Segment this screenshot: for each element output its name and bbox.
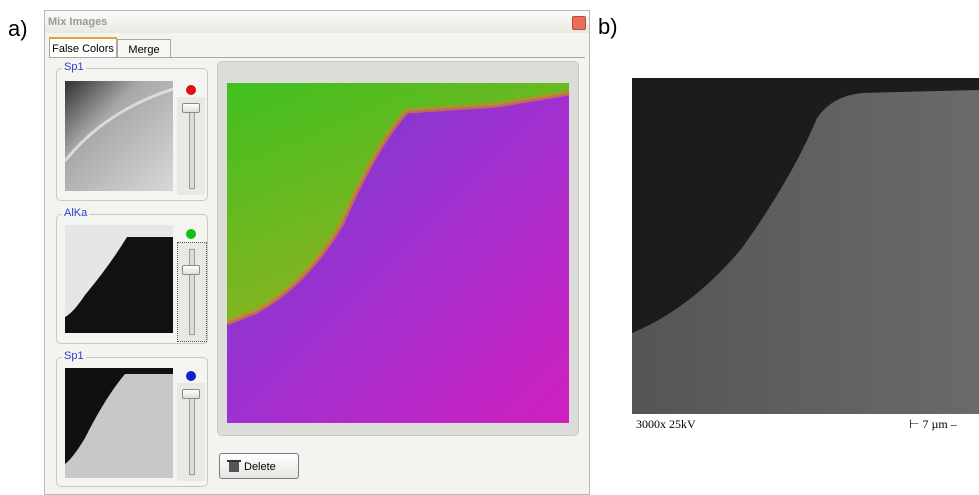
channel-image bbox=[65, 225, 173, 333]
tab-border bbox=[49, 57, 585, 58]
color-dot bbox=[186, 371, 196, 381]
tab[interactable]: False Colors bbox=[49, 37, 117, 57]
color-dot bbox=[186, 229, 196, 239]
tab[interactable]: Merge bbox=[117, 39, 171, 57]
channel-label: Sp1 bbox=[62, 350, 86, 362]
scale-bar: ⊢ 7 µm – bbox=[909, 417, 957, 432]
channel-image bbox=[65, 81, 173, 191]
slider-track bbox=[189, 103, 195, 189]
slider-thumb[interactable] bbox=[182, 389, 200, 399]
page: a) b) Mix Images False Colors Merge Sp1 … bbox=[0, 0, 979, 495]
channel-image bbox=[65, 368, 173, 478]
slider-track bbox=[189, 249, 195, 335]
channel-label: AlKa bbox=[62, 207, 89, 219]
panel-label: b) bbox=[598, 14, 618, 40]
window-title: Mix Images bbox=[45, 11, 589, 33]
window: Mix Images False Colors Merge Sp1 AlKa S… bbox=[44, 10, 590, 495]
trash-icon bbox=[227, 459, 241, 473]
panel-label: a) bbox=[8, 16, 28, 42]
false-color-image bbox=[227, 83, 569, 423]
slider-thumb[interactable] bbox=[182, 103, 200, 113]
color-dot bbox=[186, 85, 196, 95]
slider-thumb[interactable] bbox=[182, 265, 200, 275]
sem-image bbox=[632, 78, 979, 414]
slider-track bbox=[189, 389, 195, 475]
channel-label: Sp1 bbox=[62, 61, 86, 73]
sem-info: 3000x 25kV bbox=[636, 417, 696, 432]
close-button[interactable] bbox=[572, 16, 586, 30]
